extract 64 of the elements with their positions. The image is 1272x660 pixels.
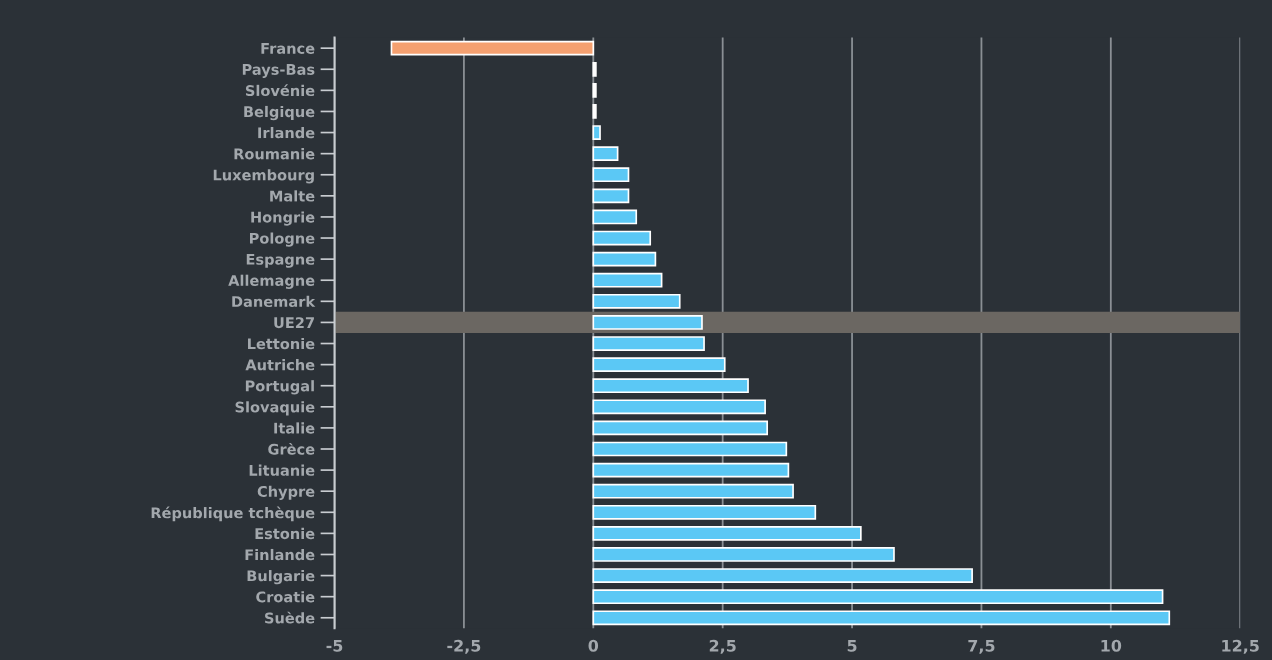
y-tick-label: Allemagne bbox=[228, 274, 315, 289]
y-tick-label: Grèce bbox=[268, 442, 315, 455]
y-tick-label: Finlande bbox=[245, 548, 315, 561]
bar bbox=[592, 336, 705, 351]
bar bbox=[592, 293, 681, 309]
y-tick-label: Hongrie bbox=[251, 211, 315, 226]
y-tick-label: Luxembourg bbox=[213, 169, 314, 184]
y-tick-label: UE27 bbox=[274, 317, 314, 329]
bar bbox=[592, 104, 597, 119]
bar bbox=[592, 125, 601, 140]
y-tick-label: Belgique bbox=[244, 105, 315, 121]
y-tick-label: Lettonie bbox=[248, 337, 315, 350]
bar bbox=[592, 462, 790, 478]
y-tick-label: Lituanie bbox=[249, 464, 315, 476]
x-tick-label: -2,5 bbox=[447, 639, 481, 654]
y-tick-label: France bbox=[261, 43, 315, 54]
bar bbox=[592, 230, 652, 246]
y-tick-label: Bulgarie bbox=[247, 570, 315, 585]
bar bbox=[592, 378, 749, 394]
x-tick-label: 12,5 bbox=[1222, 639, 1259, 654]
y-tick-label: Suède bbox=[265, 611, 315, 624]
bar bbox=[592, 504, 817, 520]
bar bbox=[592, 441, 788, 457]
bar bbox=[592, 61, 597, 77]
bar bbox=[390, 40, 595, 56]
bar bbox=[592, 589, 1164, 605]
x-tick-label: 7,5 bbox=[968, 639, 995, 654]
x-tick-label: 5 bbox=[847, 639, 857, 652]
bar bbox=[592, 272, 663, 288]
y-tick-label: Estonie bbox=[255, 527, 315, 540]
bar bbox=[592, 209, 638, 225]
y-tick-label: Roumanie bbox=[234, 148, 315, 160]
bar bbox=[592, 188, 630, 204]
bar bbox=[592, 483, 794, 499]
bar bbox=[592, 315, 703, 330]
x-tick-label: 2,5 bbox=[709, 639, 736, 654]
x-tick-label: 10 bbox=[1101, 639, 1122, 652]
y-tick-label: Irlande bbox=[258, 127, 315, 139]
x-tick-label: -5 bbox=[326, 639, 343, 652]
bar bbox=[592, 82, 597, 98]
bar bbox=[592, 251, 657, 267]
y-tick-label: Slovénie bbox=[245, 84, 315, 97]
bar bbox=[592, 146, 619, 162]
bar bbox=[592, 167, 630, 183]
y-tick-label: Espagne bbox=[246, 253, 315, 268]
bar bbox=[592, 357, 726, 372]
x-tick-label: 0 bbox=[588, 639, 599, 652]
bar bbox=[592, 568, 973, 583]
y-tick-label: République tchèque bbox=[151, 506, 315, 522]
y-tick-label: Slovaquie bbox=[235, 401, 315, 416]
bar bbox=[592, 399, 766, 415]
y-tick-label: Chypre bbox=[257, 485, 315, 500]
bar bbox=[592, 547, 895, 562]
bar bbox=[592, 420, 769, 436]
y-tick-label: Portugal bbox=[245, 380, 314, 395]
bar bbox=[592, 526, 862, 541]
y-tick-label: Danemark bbox=[232, 295, 316, 308]
y-tick-label: Pologne bbox=[249, 232, 315, 247]
bar bbox=[592, 610, 1171, 626]
y-tick-label: Pays-Bas bbox=[242, 64, 315, 78]
y-tick-label: Croatie bbox=[256, 591, 315, 603]
y-tick-label: Malte bbox=[270, 190, 315, 202]
y-tick-label: Italie bbox=[274, 422, 315, 434]
y-tick-label: Autriche bbox=[245, 359, 315, 371]
